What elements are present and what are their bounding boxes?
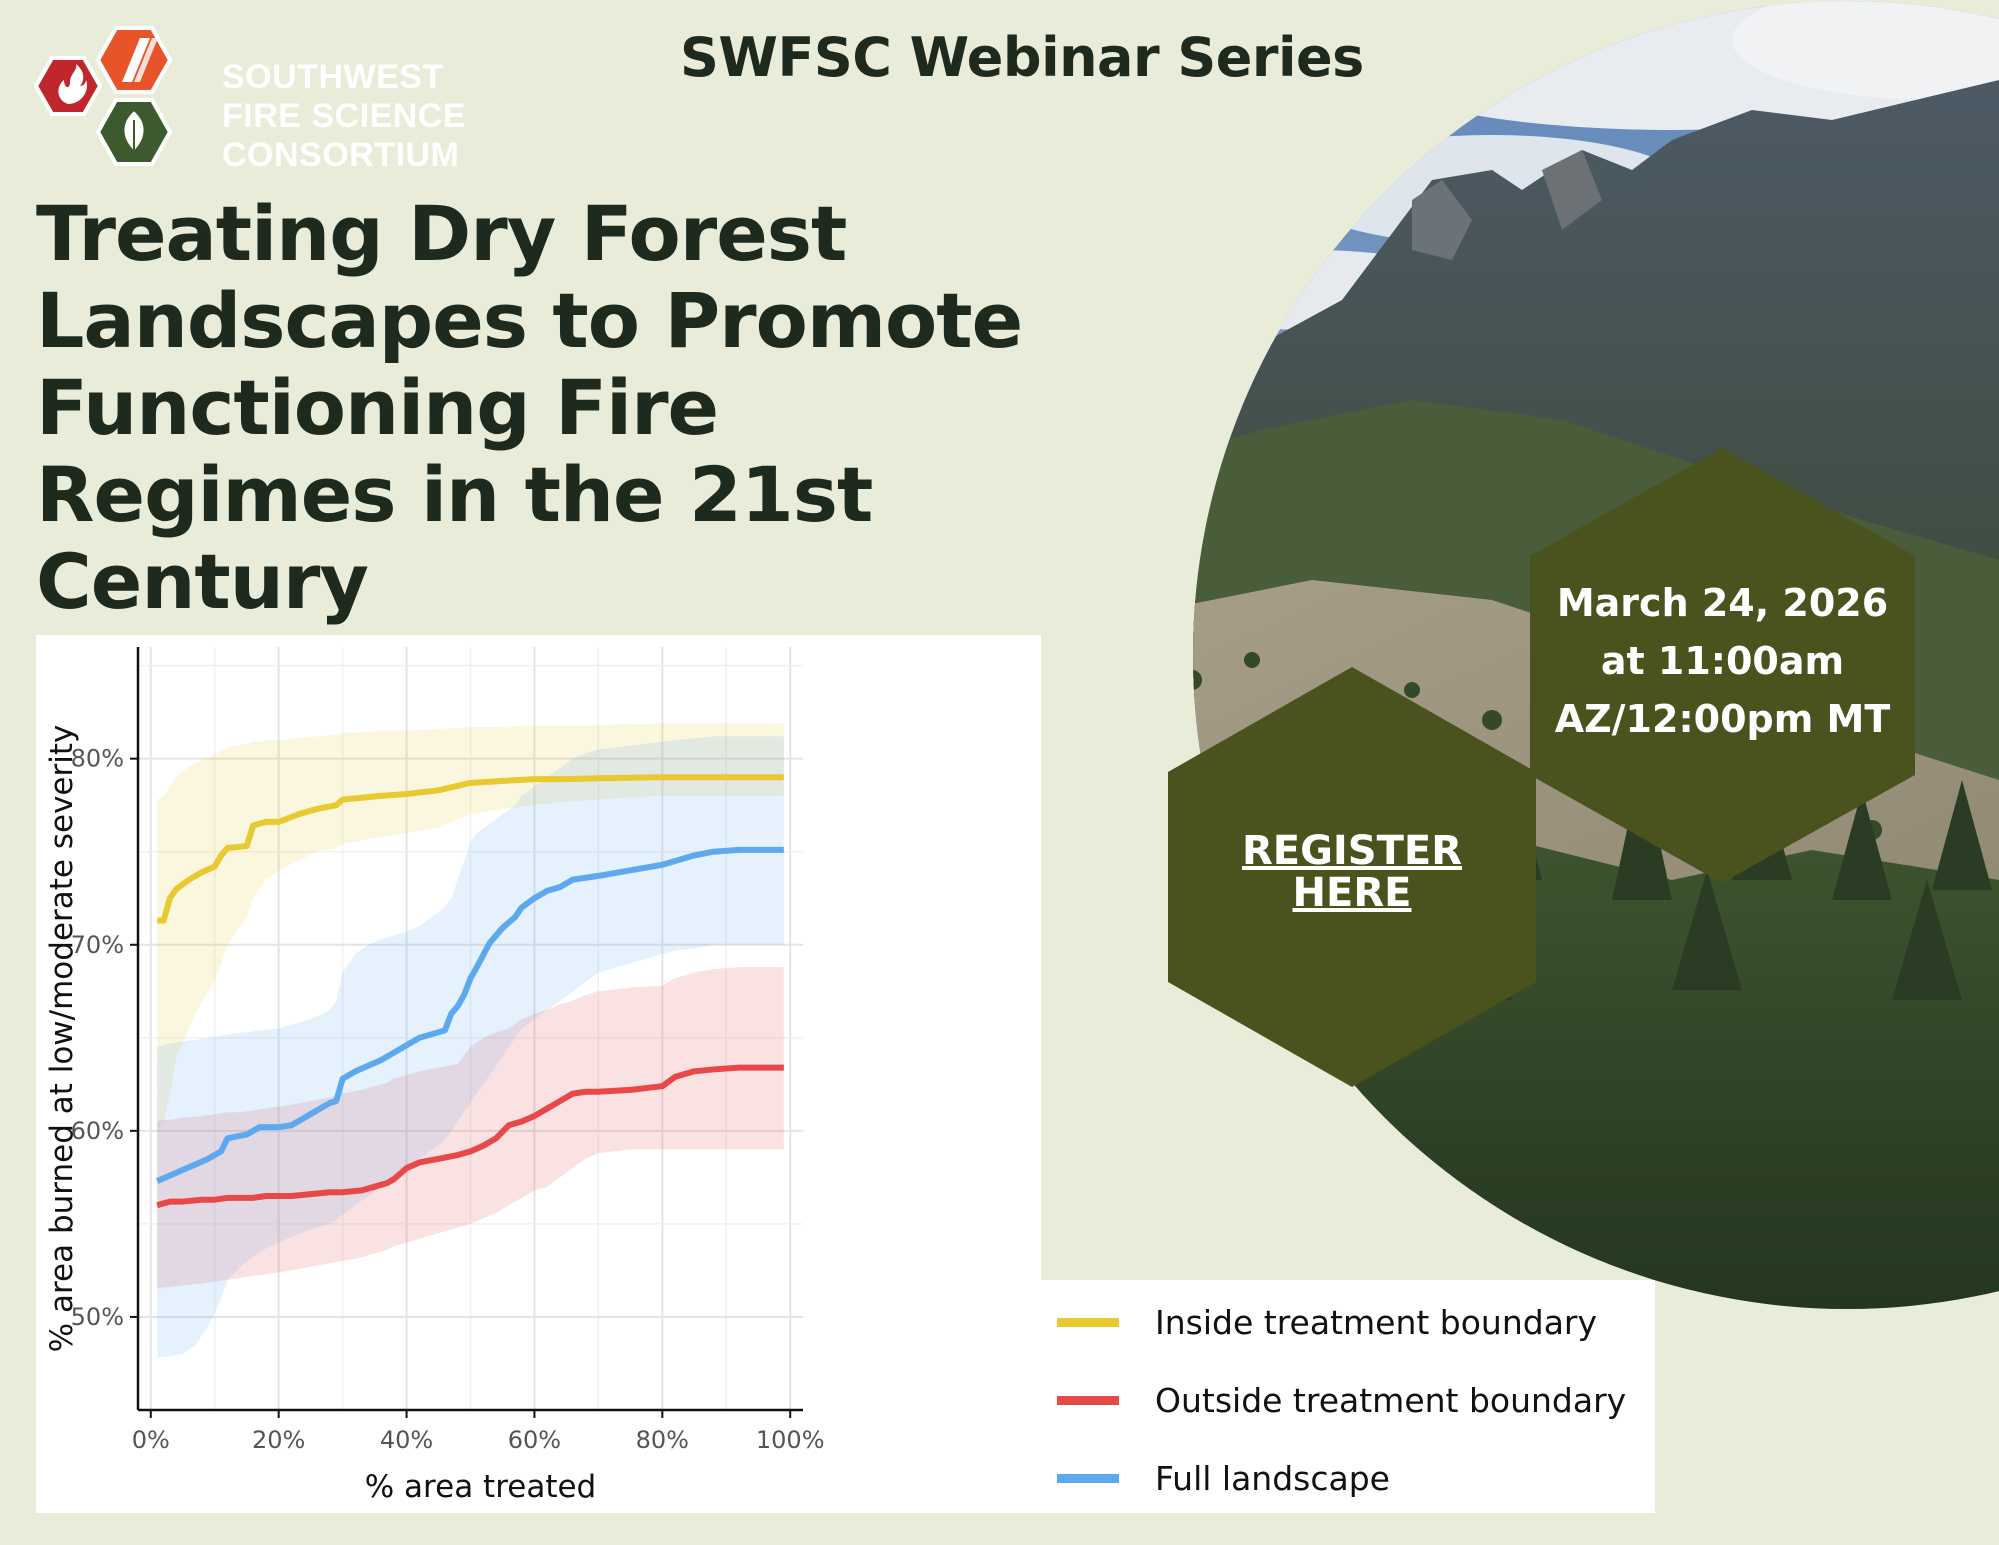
register-hexagon[interactable] (1168, 667, 1536, 1087)
title-line-1: Treating Dry Forest (36, 189, 847, 278)
x-tick-label: 100% (756, 1426, 825, 1454)
event-date: March 24, 2026 (1556, 581, 1889, 625)
title-line-5: Century (36, 537, 369, 626)
tick-labels: 0% 20% 40% 60% 80% 100% 50% 60% 70% 80% (71, 745, 825, 1454)
x-tick-label: 0% (132, 1426, 170, 1454)
legend-item-full: Full landscape (1057, 1458, 1390, 1498)
legend-item-inside: Inside treatment boundary (1057, 1302, 1597, 1342)
consortium-logo-icon (33, 26, 173, 166)
chart-panel: 0% 20% 40% 60% 80% 100% 50% 60% 70% 80% % area tr… (36, 635, 1041, 1513)
logo-line-2: FIRE SCIENCE (222, 97, 467, 135)
y-tick-label: 50% (71, 1303, 124, 1331)
y-tick-label: 60% (71, 1117, 124, 1145)
webinar-title: Treating Dry Forest Landscapes to Promot… (36, 190, 1186, 625)
series-line-0 (157, 774, 784, 924)
date-hexagon (1530, 448, 1915, 883)
confidence-bands (157, 723, 784, 1358)
legend-swatch-outside (1057, 1395, 1119, 1405)
consortium-logo: SOUTHWEST FIRE SCIENCE CONSORTIUM (33, 20, 466, 174)
webinar-series-heading: SWFSC Webinar Series (680, 26, 1364, 89)
treatment-effect-chart: 0% 20% 40% 60% 80% 100% 50% 60% 70% 80% % area tr… (44, 647, 825, 1505)
legend-item-outside: Outside treatment boundary (1057, 1380, 1626, 1420)
confidence-band-1 (157, 967, 784, 1290)
legend-swatch-full (1057, 1473, 1119, 1483)
title-line-4: Regimes in the 21st (36, 450, 873, 539)
consortium-name: SOUTHWEST FIRE SCIENCE CONSORTIUM (222, 58, 466, 175)
event-time-mt: AZ/12:00pm MT (1554, 697, 1891, 741)
logo-line-1: SOUTHWEST (222, 58, 444, 96)
grid (138, 647, 803, 1411)
legend-label-outside: Outside treatment boundary (1155, 1380, 1627, 1420)
event-time-az: at 11:00am (1600, 639, 1845, 683)
series-lines (155, 774, 784, 1209)
x-tick-label: 60% (508, 1426, 561, 1454)
title-line-3: Functioning Fire (36, 363, 719, 452)
chart-legend: Inside treatment boundary Outside treatm… (1041, 1280, 1655, 1513)
axes (130, 647, 803, 1418)
confidence-band-2 (157, 736, 784, 1358)
x-tick-label: 40% (380, 1426, 433, 1454)
legend-label-inside: Inside treatment boundary (1155, 1302, 1598, 1342)
series-line-1 (156, 1064, 784, 1209)
x-tick-label: 20% (252, 1426, 305, 1454)
logo-line-3: CONSORTIUM (222, 136, 460, 174)
event-date-time: March 24, 2026 at 11:00am AZ/12:00pm MT (1530, 574, 1915, 748)
y-tick-label: 80% (71, 745, 124, 773)
y-tick-label: 70% (71, 931, 124, 959)
legend-label-full: Full landscape (1155, 1458, 1390, 1498)
register-line-2[interactable]: HERE (1292, 870, 1412, 916)
y-axis-title: % area burned at low/moderate severity (44, 725, 80, 1353)
title-line-2: Landscapes to Promote (36, 276, 1023, 365)
x-tick-label: 80% (636, 1426, 689, 1454)
register-here-link[interactable]: REGISTER HERE (1168, 830, 1536, 914)
x-axis-title: % area treated (365, 1469, 597, 1505)
legend-swatch-inside (1057, 1317, 1119, 1327)
register-line-1[interactable]: REGISTER (1241, 828, 1463, 874)
confidence-band-0 (157, 723, 784, 1131)
series-line-2 (155, 846, 784, 1184)
